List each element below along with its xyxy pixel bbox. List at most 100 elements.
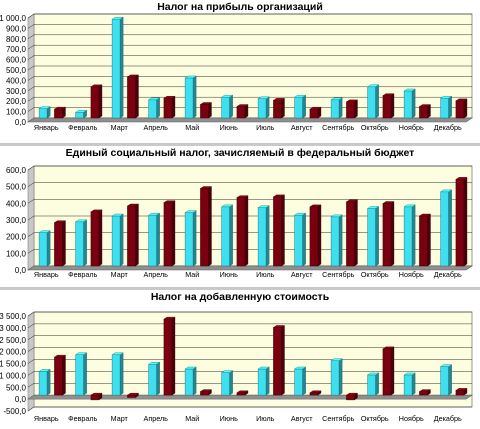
x-tick-label: Апрель	[144, 270, 169, 279]
bar-series-1	[74, 109, 88, 119]
chart-vat: -500,0 0,0 500,0 1 000,0 1 500,0 2 000,0 2 500…	[0, 311, 473, 423]
y-tick-label: 3 500,0	[0, 312, 27, 321]
x-tick-label: Октябрь	[361, 270, 389, 279]
gridline	[27, 13, 472, 19]
chart-title: Налог на прибыль организаций	[157, 1, 323, 13]
gridline	[27, 86, 472, 91]
x-tick-label: Июнь	[220, 270, 239, 279]
y-tick-label: 100,0	[6, 249, 27, 258]
y-tick-label: 500,0	[6, 183, 27, 192]
bar-series-2	[455, 98, 468, 119]
x-tick-label: Март	[111, 123, 129, 132]
y-tick-label: 600,0	[6, 56, 27, 65]
bar-series-2	[382, 346, 395, 396]
chart-floor	[27, 117, 473, 123]
chart-panel-vat: Налог на добавленную стоимость -500,0 0,0…	[0, 290, 480, 429]
bar-series-2	[199, 186, 213, 267]
bar-series-1	[403, 372, 416, 396]
y-tick-label: 2 500,0	[0, 336, 27, 345]
gridline	[27, 45, 472, 50]
bar-series-1	[111, 213, 124, 267]
bar-series-1	[293, 212, 307, 267]
chart-social-tax: 0,0 100,0 200,0 300,0 400,0 500,0 600,0 Январь Ф…	[6, 165, 473, 279]
panel-divider	[0, 287, 480, 290]
y-tick-label: 300,0	[6, 216, 27, 225]
x-tick-label: Февраль	[68, 414, 97, 423]
x-tick-label: Август	[291, 270, 313, 279]
gridline	[27, 96, 472, 102]
bar-series-2	[163, 316, 176, 396]
bar-series-1	[439, 364, 453, 396]
chart-floor	[27, 394, 473, 400]
bar-series-1	[330, 97, 343, 119]
gridline	[27, 359, 472, 364]
y-tick-label: 800,0	[6, 35, 27, 44]
bar-series-2	[272, 325, 286, 396]
bar-series-2	[163, 200, 176, 267]
bar-series-2	[272, 97, 286, 119]
chart-panel-social-tax: Единый социальный налог, зачисляемый в ф…	[0, 146, 480, 286]
bar-series-1	[257, 96, 270, 119]
x-tick-label: Октябрь	[361, 414, 389, 423]
y-tick-label: 0,0	[15, 395, 27, 404]
x-tick-label: Июль	[256, 414, 275, 423]
bar-series-1	[330, 214, 343, 267]
y-tick-label: 100,0	[6, 108, 27, 117]
x-tick-label: Ноябрь	[399, 414, 424, 423]
chart-title: Налог на добавленную стоимость	[150, 291, 330, 303]
y-tick-label: 1 000,0	[0, 371, 27, 380]
bar-series-1	[403, 204, 416, 267]
bar-series-1	[147, 212, 161, 267]
gridline	[27, 165, 472, 171]
bar-series-2	[455, 388, 468, 396]
bar-series-1	[38, 106, 51, 119]
bar-series-1	[220, 204, 234, 267]
gridline	[27, 249, 472, 254]
bar-series-2	[53, 106, 67, 119]
x-tick-label: Сентябрь	[322, 270, 354, 279]
x-tick-label: Май	[185, 270, 199, 279]
x-tick-label: Декабрь	[434, 414, 462, 423]
bar-series-1	[366, 372, 380, 396]
bar-series-2	[382, 93, 395, 119]
bar-series-2	[53, 220, 67, 267]
y-tick-label: 1 500,0	[0, 360, 27, 369]
x-tick-label: Август	[291, 123, 313, 132]
y-tick-label: 600,0	[6, 166, 27, 175]
gridline	[27, 65, 472, 71]
y-tick-label: 300,0	[6, 87, 27, 96]
x-tick-label: Январь	[34, 414, 59, 423]
gridline	[27, 199, 472, 204]
bar-series-2	[236, 104, 249, 119]
bar-series-2	[126, 74, 140, 119]
bar-series-1	[38, 369, 51, 396]
y-tick-label: 500,0	[6, 383, 27, 392]
bar-series-1	[439, 189, 453, 267]
y-tick-label: -500,0	[3, 407, 26, 416]
bar-series-2	[126, 203, 140, 267]
y-tick-label: 700,0	[6, 45, 27, 54]
x-tick-label: Ноябрь	[399, 123, 424, 132]
panel-divider	[0, 143, 480, 146]
gridline	[27, 215, 472, 221]
bar-series-1	[74, 219, 88, 267]
bar-series-2	[309, 390, 322, 396]
x-tick-label: Июнь	[220, 123, 239, 132]
bar-series-1	[293, 94, 307, 119]
bar-series-2	[90, 392, 103, 401]
bar-series-1	[403, 88, 416, 119]
bar-series-1	[257, 366, 270, 396]
bar-series-1	[439, 95, 453, 119]
y-tick-label: 200,0	[6, 233, 27, 242]
y-tick-label: 1 000,0	[0, 14, 27, 23]
bar-series-2	[345, 199, 359, 267]
bar-series-2	[236, 195, 249, 267]
bar-series-2	[382, 201, 395, 267]
bar-series-1	[147, 97, 161, 119]
x-tick-label: Январь	[34, 123, 59, 132]
gridline	[27, 371, 472, 376]
x-tick-label: Декабрь	[434, 123, 462, 132]
y-tick-label: 3 000,0	[0, 324, 27, 333]
bar-series-2	[236, 390, 249, 396]
